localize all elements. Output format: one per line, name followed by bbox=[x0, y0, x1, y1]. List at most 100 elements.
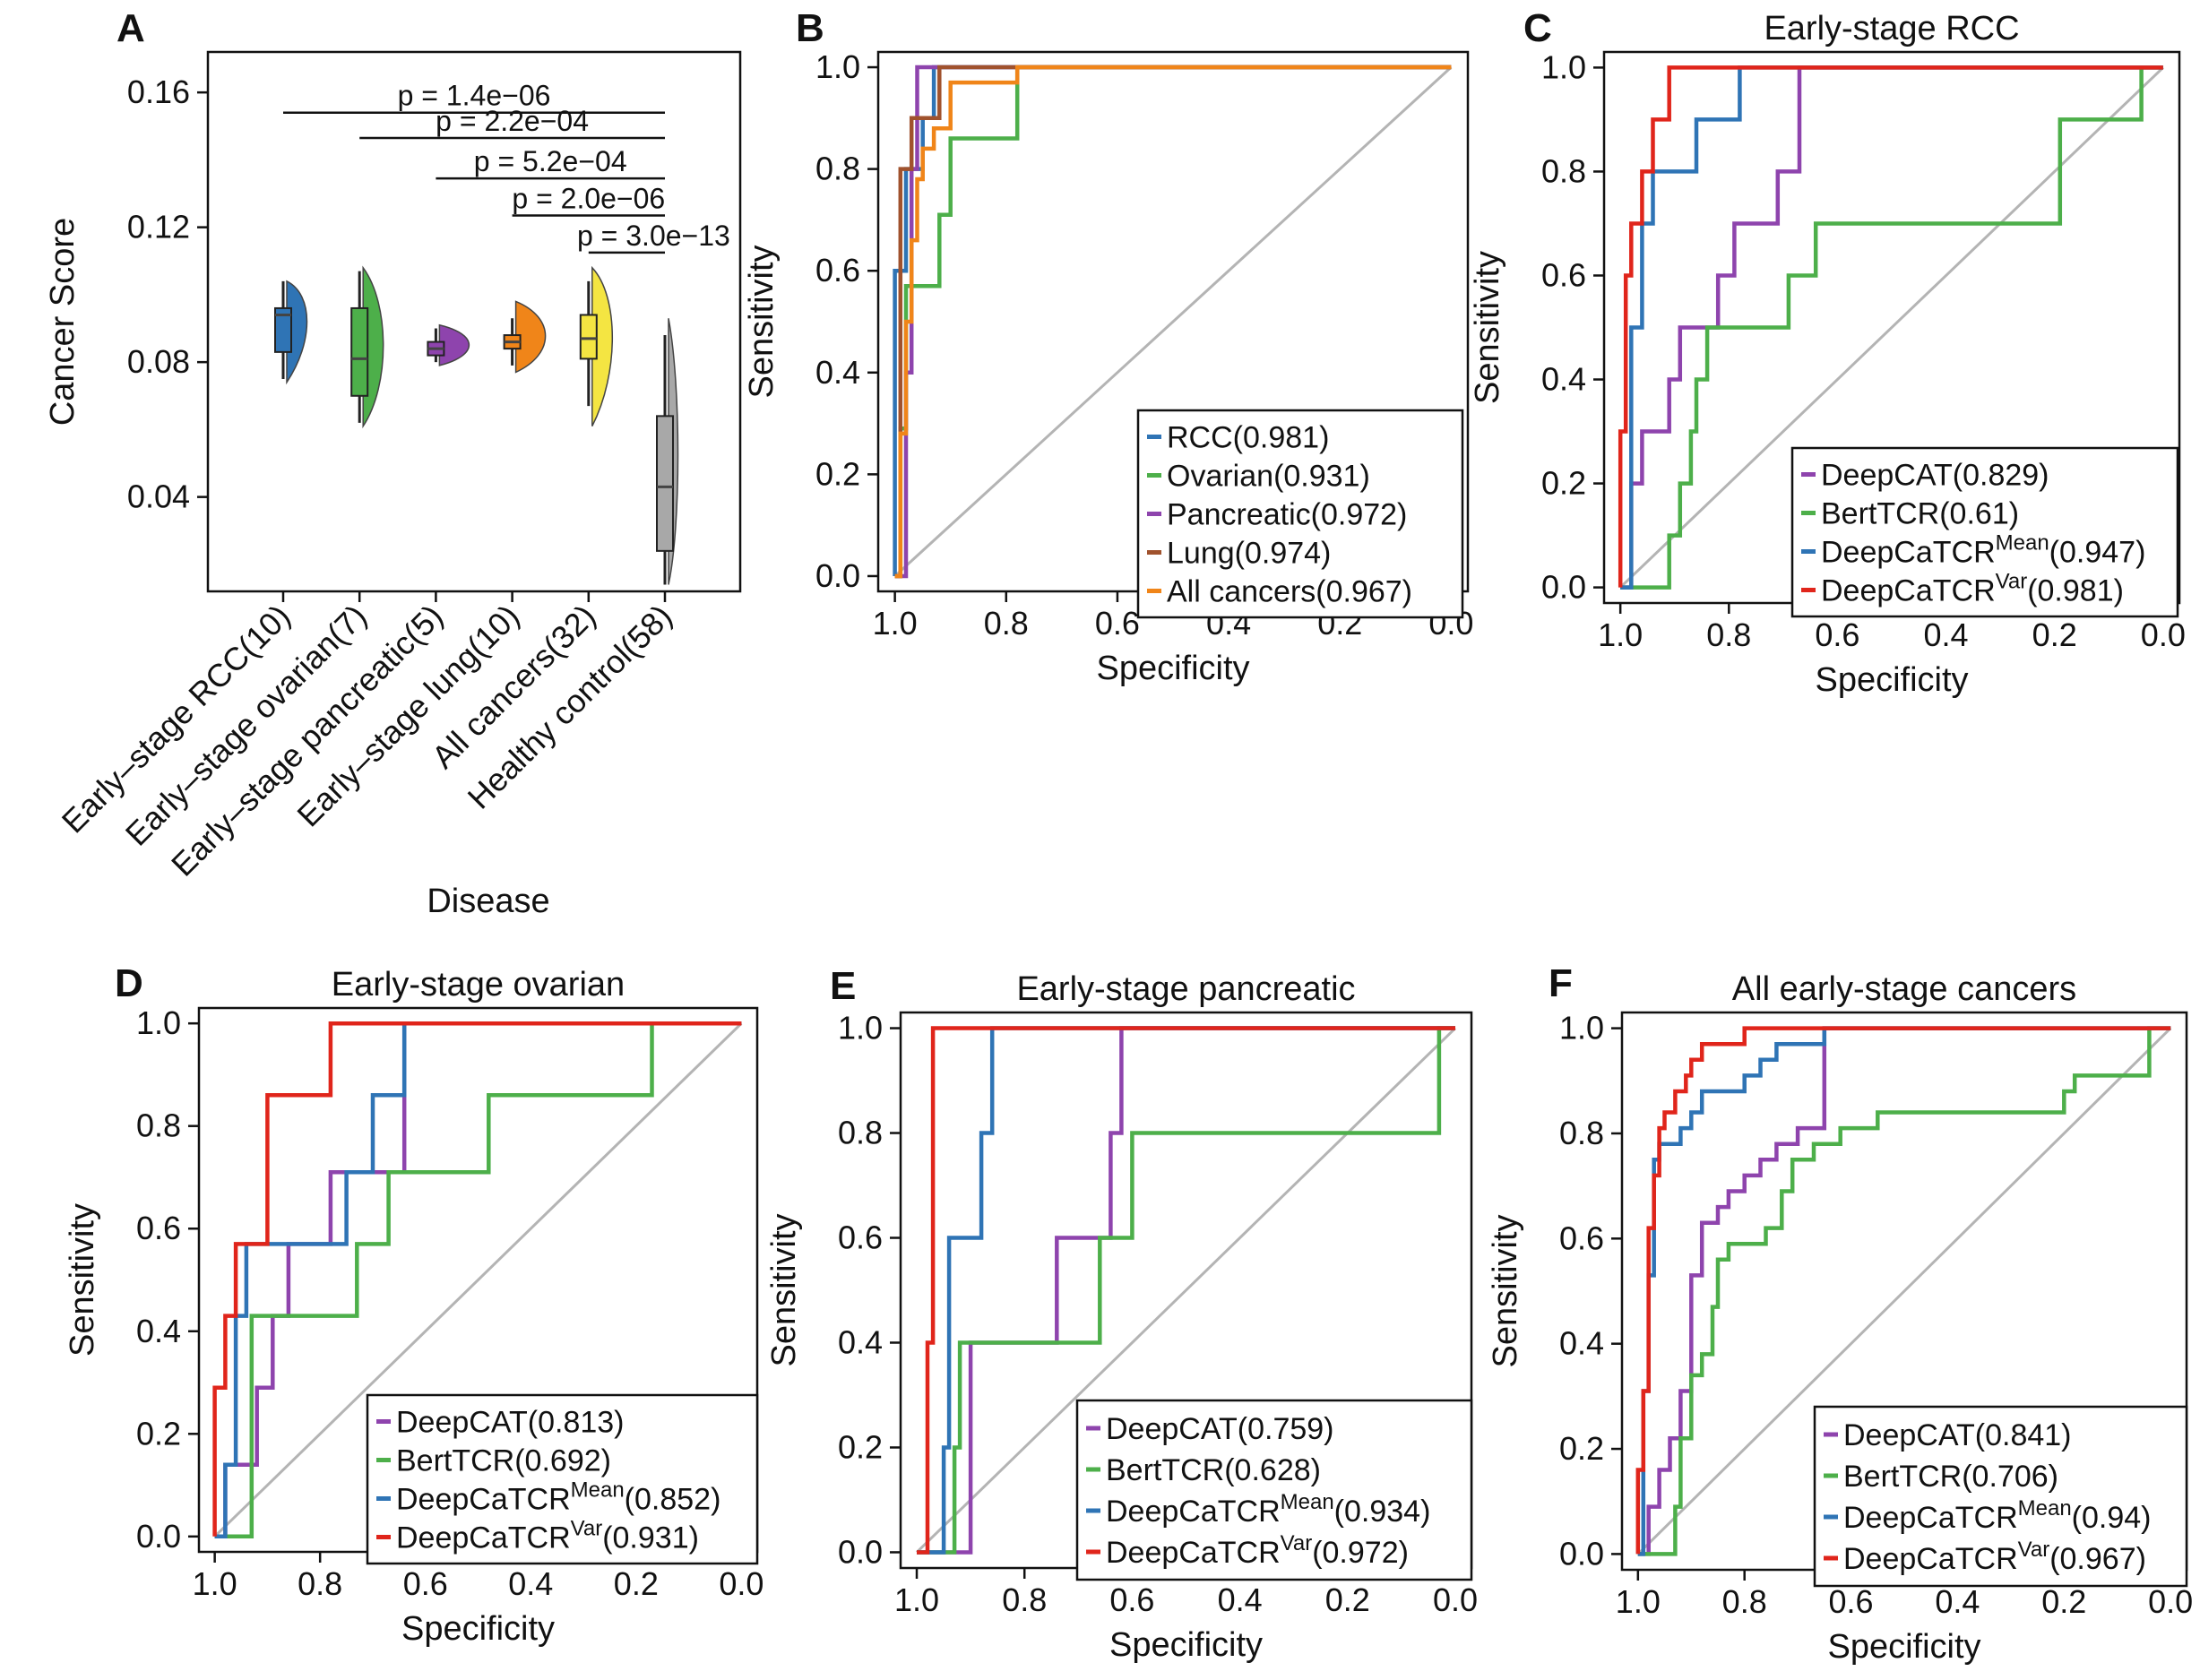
roc-curve-deepcat bbox=[1620, 65, 2163, 590]
reference-diagonal bbox=[1636, 1027, 2172, 1555]
y-tick-label: 0.6 bbox=[838, 1219, 883, 1256]
roc-curve-deepcatcr-mean bbox=[917, 1026, 1455, 1555]
x-axis-title: Specificity bbox=[1827, 1628, 1980, 1666]
roc-curve-berttcr bbox=[1620, 65, 2163, 590]
y-tick-label: 0.4 bbox=[815, 354, 860, 391]
violin-half bbox=[438, 323, 470, 366]
legend-box bbox=[1136, 409, 1464, 619]
panel-b-roc-chart: B1.0 0.8 0.6 0.4 0.2 0.00.00.20.40.60.81.0Spe… bbox=[743, 6, 1473, 687]
x-axis-title: Specificity bbox=[401, 1610, 555, 1648]
legend-entry: RCC(0.981) bbox=[1167, 421, 1329, 455]
chart-title: Early-stage pancreatic bbox=[1016, 970, 1355, 1008]
y-tick-label: 1.0 bbox=[136, 1004, 181, 1041]
x-tick-label: 1.0 bbox=[894, 1581, 939, 1618]
y-tick-label: 0.2 bbox=[838, 1428, 883, 1465]
p-value-label: p = 2.2e−04 bbox=[436, 105, 589, 137]
y-tick-label: 1.0 bbox=[815, 48, 860, 85]
panel-e-roc-chart: E Early-stage pancreatic 1.0 0.8 0.6 0.4 0.2 0.… bbox=[765, 964, 1478, 1664]
y-tick-label: 0.16 bbox=[127, 73, 190, 110]
y-tick-label: 0.4 bbox=[136, 1313, 181, 1349]
legend-entry: DeepCaTCRMean(0.947) bbox=[1821, 531, 2145, 570]
legend-entry: BertTCR(0.628) bbox=[1106, 1453, 1321, 1487]
panel-letter: A bbox=[116, 6, 145, 50]
x-tick-label: 0.6 bbox=[1815, 616, 1859, 653]
p-value-label: p = 5.2e−04 bbox=[474, 145, 627, 177]
legend-entry: DeepCAT(0.813) bbox=[396, 1406, 625, 1440]
x-tick-label: 0.0 bbox=[1433, 1581, 1478, 1618]
x-tick-label: 0.4 bbox=[1935, 1583, 1980, 1620]
violin-half bbox=[591, 265, 613, 426]
reference-diagonal bbox=[213, 1022, 743, 1538]
roc-curve-berttcr bbox=[1637, 1026, 2171, 1556]
x-tick-label: 0.4 bbox=[1218, 1581, 1263, 1618]
y-tick-label: 0.08 bbox=[127, 343, 190, 380]
y-tick-label: 0.0 bbox=[1559, 1535, 1604, 1572]
panel-letter: E bbox=[830, 964, 856, 1008]
roc-curve-deepcat bbox=[1637, 1026, 2171, 1556]
roc-curve-deepcatcr-mean bbox=[214, 1021, 742, 1539]
y-tick-label: 0.04 bbox=[127, 478, 190, 515]
y-axis-title: Sensitivity bbox=[1487, 1214, 1524, 1367]
reference-diagonal bbox=[1619, 66, 2164, 589]
x-tick-label: 0.2 bbox=[1325, 1581, 1370, 1618]
y-tick-label: 0.8 bbox=[815, 151, 860, 187]
p-value-label: p = 3.0e−13 bbox=[577, 220, 730, 252]
x-tick-label: 0.0 bbox=[719, 1565, 764, 1602]
x-tick-label: 0.2 bbox=[2032, 616, 2077, 653]
roc-curve-deepcat bbox=[917, 1026, 1455, 1555]
y-tick-label: 0.6 bbox=[1559, 1219, 1604, 1256]
y-tick-label: 0.2 bbox=[1541, 465, 1586, 502]
y-tick-label: 0.2 bbox=[1559, 1430, 1604, 1467]
x-tick-label: 0.6 bbox=[403, 1565, 448, 1602]
y-tick-label: 0.0 bbox=[1541, 569, 1586, 606]
panel-d-roc-chart: D Early-stage ovarian 1.0 0.8 0.6 0.4 0.2 0.0 0.… bbox=[64, 961, 764, 1648]
panel-letter: D bbox=[115, 961, 143, 1005]
roc-curve-deepcatcr-var bbox=[1635, 1026, 2171, 1555]
x-tick-label: 0.6 bbox=[1095, 605, 1140, 642]
legend-entry: DeepCaTCRVar(0.981) bbox=[1821, 570, 2124, 608]
y-tick-label: 0.8 bbox=[1541, 152, 1586, 189]
roc-curve-deepcatcr-var bbox=[917, 1026, 1455, 1555]
legend-entry: Lung(0.974) bbox=[1167, 537, 1331, 571]
x-tick-label: 1.0 bbox=[1598, 616, 1643, 653]
y-tick-label: 1.0 bbox=[838, 1010, 883, 1047]
y-tick-label: 0.12 bbox=[127, 209, 190, 246]
x-axis-title: Specificity bbox=[1109, 1626, 1263, 1664]
box-body bbox=[274, 306, 292, 353]
roc-curve-deepcatcr-var bbox=[1618, 65, 2163, 588]
roc-curve-berttcr bbox=[214, 1021, 742, 1539]
legend-entry: DeepCaTCRVar(0.967) bbox=[1843, 1538, 2146, 1576]
legend-entry: DeepCaTCRMean(0.94) bbox=[1843, 1496, 2152, 1535]
y-tick-label: 0.4 bbox=[1559, 1325, 1604, 1362]
panel-f-roc-chart: F All early-stage cancers 1.0 0.8 0.6 0.4 0.2 0… bbox=[1487, 961, 2193, 1666]
legend-entry: DeepCAT(0.829) bbox=[1821, 459, 2049, 493]
x-tick-label: 0.2 bbox=[614, 1565, 659, 1602]
legend-entry: DeepCaTCRVar(0.972) bbox=[1106, 1531, 1409, 1570]
legend-entry: DeepCAT(0.759) bbox=[1106, 1412, 1334, 1446]
x-tick-label: 1.0 bbox=[193, 1565, 237, 1602]
legend-entry: BertTCR(0.692) bbox=[396, 1444, 611, 1478]
x-tick-label: 0.4 bbox=[508, 1565, 553, 1602]
legend-entry: DeepCaTCRMean(0.852) bbox=[396, 1478, 720, 1517]
x-tick-label: 0.8 bbox=[1002, 1581, 1047, 1618]
y-axis-title: Sensitivity bbox=[743, 245, 781, 398]
x-tick-label: 0.8 bbox=[1722, 1583, 1767, 1620]
x-axis-title: Specificity bbox=[1096, 650, 1249, 687]
x-tick-label: 1.0 bbox=[873, 605, 918, 642]
chart-title: Early-stage RCC bbox=[1764, 10, 2019, 47]
roc-curve-deepcatcr-var bbox=[212, 1021, 742, 1537]
panel-letter: B bbox=[796, 6, 824, 50]
legend-entry: DeepCaTCRMean(0.934) bbox=[1106, 1490, 1430, 1529]
y-axis-title: Sensitivity bbox=[1469, 251, 1506, 404]
reference-diagonal bbox=[915, 1027, 1457, 1554]
legend-entry: BertTCR(0.706) bbox=[1843, 1460, 2058, 1494]
legend-box bbox=[366, 1393, 759, 1565]
y-tick-label: 0.6 bbox=[815, 252, 860, 289]
y-tick-label: 0.4 bbox=[1541, 361, 1586, 398]
legend-entry: All cancers(0.967) bbox=[1167, 575, 1412, 609]
y-tick-label: 0.6 bbox=[1541, 256, 1586, 293]
violin-half bbox=[286, 280, 308, 385]
y-axis-title: Sensitivity bbox=[64, 1203, 101, 1357]
legend-entry: DeepCaTCRVar(0.931) bbox=[396, 1517, 699, 1555]
